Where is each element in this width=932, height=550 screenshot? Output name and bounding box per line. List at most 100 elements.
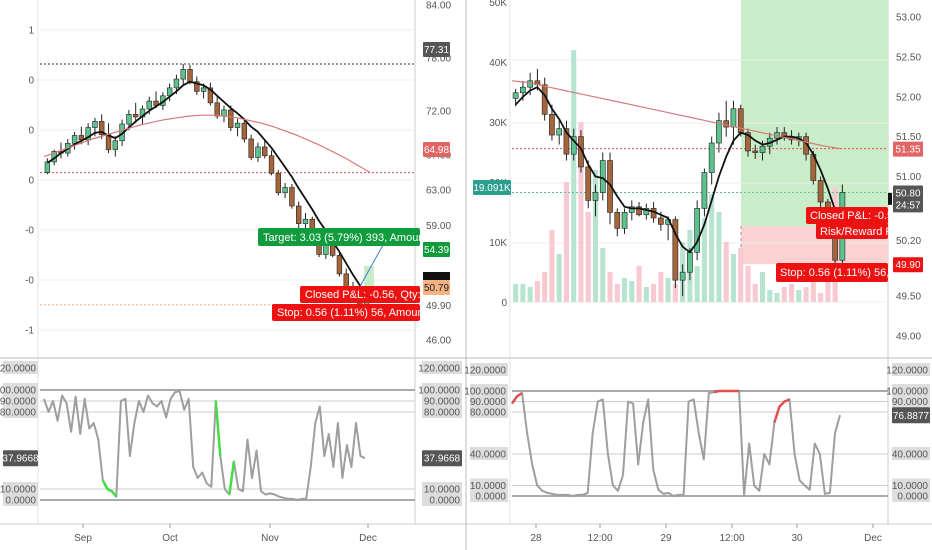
right-volume-bar (607, 272, 613, 302)
left-x-label: Dec (359, 533, 377, 544)
left-osc-tick-bg (3, 394, 38, 407)
right-volume-bar (542, 272, 548, 302)
left-target-label: Target: 3.03 (5.79%) 393, Amount (263, 232, 428, 244)
right-candle-body (607, 160, 613, 213)
right-closed-label: Closed P&L: -0.56 (810, 210, 899, 222)
right-volume-bar (578, 122, 584, 302)
right-osc-tick-bg (470, 489, 508, 502)
left-osc-tick-bg (3, 482, 38, 495)
right-tag-marker (888, 192, 892, 205)
right-volume-bar (651, 284, 657, 302)
right-candle-body (745, 132, 751, 152)
right-price-tick: 53.00 (896, 13, 921, 24)
right-tag-stop-box (893, 141, 923, 157)
right-candle-body (621, 212, 628, 229)
right-candle-body (592, 192, 599, 201)
right-osc-rtick: 0.0000 (897, 492, 928, 503)
right-osc-rtick-bg (892, 478, 930, 492)
right-x-label: 12:00 (587, 533, 612, 544)
left-x-label: Oct (162, 533, 178, 544)
right-candle-body (556, 128, 563, 136)
left-overlay-tick: -0 (25, 276, 34, 287)
left-osc-rtick: 0.0000 (429, 496, 460, 507)
left-candle-body (146, 100, 152, 110)
right-candle-body (643, 208, 650, 216)
right-volume-tick: 50K (489, 0, 507, 9)
left-osc-rtick: 80.0000 (424, 408, 461, 419)
right-volume-bar (723, 242, 729, 302)
left-tag-stop-box (423, 142, 450, 157)
right-candle-body (563, 128, 570, 155)
left-price-tick: 72.00 (426, 106, 451, 117)
right-candle-body (701, 172, 708, 209)
right-volume-bar (549, 230, 555, 302)
left-candle-body (194, 81, 200, 92)
left-candle-body (173, 78, 180, 89)
left-candle-body (187, 69, 193, 82)
right-x-label: 29 (660, 533, 672, 544)
right-candle-body (614, 212, 621, 229)
left-candle-body (282, 187, 288, 194)
right-volume-bar (571, 50, 577, 302)
right-tag-level-box (893, 185, 923, 201)
left-stop-label: Stop: 0.56 (1.11%) 56, Amount (277, 307, 427, 319)
right-volume-bar (513, 284, 519, 302)
left-candle-body (126, 114, 132, 125)
right-volume-bar (825, 272, 831, 302)
left-osc-tick: 80.0000 (0, 408, 36, 419)
right-candle-body (716, 120, 722, 144)
right-osc-tick: 0.0000 (475, 492, 506, 503)
right-tag-volume-box (473, 180, 511, 195)
right-candle-body (628, 206, 635, 213)
right-candle-body (570, 136, 577, 155)
right-osc-rtick: 120.0000 (886, 366, 928, 377)
right-volume-bar (614, 284, 620, 302)
right-tag-stop-price-box (893, 257, 923, 273)
left-candle-body (296, 205, 302, 224)
right-osc-rtick-bg (892, 394, 930, 408)
left-osc-tick-bg (3, 493, 38, 506)
left-overlay-tick: 0 (28, 126, 34, 137)
right-tag-stop: 51.35 (895, 145, 920, 156)
right-volume-bar (709, 194, 715, 302)
right-osc-high-segment (713, 389, 740, 394)
right-volume-tick: 0 (501, 298, 507, 309)
left-slow-ma (43, 114, 371, 174)
right-rr-label: Risk/Reward Ra (820, 226, 900, 238)
left-tag-target: 54.39 (424, 245, 449, 256)
right-tag-volume: 19.091K (473, 183, 511, 194)
left-overlay-tick: 0 (28, 76, 34, 87)
left-osc-tick: 120.0000 (0, 364, 36, 375)
left-overlay-tick: 1 (28, 26, 34, 37)
left-osc-rtick: 90.0000 (424, 397, 461, 408)
right-candle-body (817, 180, 824, 203)
right-osc-high-segment (773, 398, 790, 423)
right-closed-label-box (806, 207, 888, 224)
right-osc-rtick: 100.0000 (886, 387, 928, 398)
right-candle-body (687, 251, 693, 273)
right-volume-bar (745, 266, 751, 302)
right-volume-bar (636, 266, 642, 302)
right-osc-tick-bg (470, 478, 508, 492)
right-candle-body (730, 108, 737, 128)
left-price-tick: 78.00 (426, 53, 451, 64)
left-candle-body (289, 187, 295, 207)
left-osc-tick: 10.0000 (0, 485, 36, 496)
left-candle-body (133, 114, 139, 118)
right-profit-zone (741, 0, 888, 226)
right-volume-bar (701, 218, 707, 302)
left-price-tick: 59.00 (426, 221, 451, 232)
right-osc-tick: 10.0000 (470, 481, 507, 492)
left-candle-body (200, 87, 207, 92)
right-osc-line (511, 390, 841, 497)
left-candle-body (207, 87, 214, 104)
right-osc-rtick: 10.0000 (892, 481, 929, 492)
right-candle-body (549, 113, 555, 136)
right-candle-body (723, 120, 730, 128)
left-osc-low-segment (228, 461, 236, 495)
right-volume-bar (629, 281, 635, 302)
right-volume-bar (672, 284, 678, 302)
right-osc-rtick: 40.0000 (892, 450, 929, 461)
